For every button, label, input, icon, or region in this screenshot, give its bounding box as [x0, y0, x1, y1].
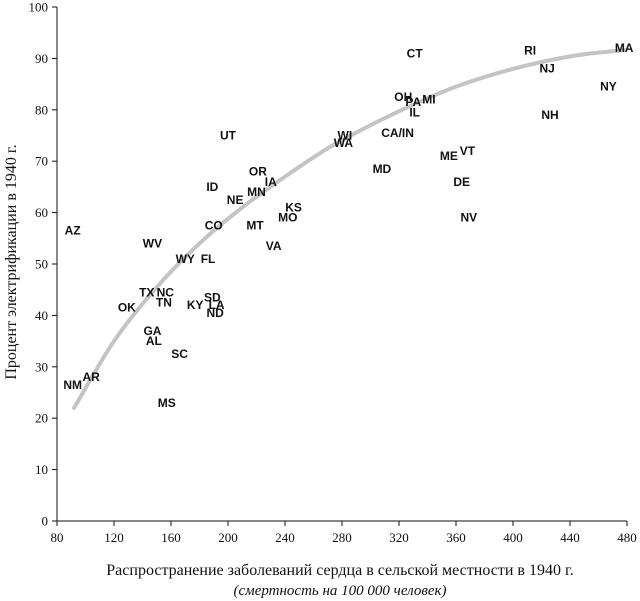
x-tick-label: 240 — [275, 530, 295, 545]
point-ia: IA — [265, 175, 277, 189]
y-tick-label: 30 — [35, 359, 48, 374]
x-axis-ticks: 80 120 160 200 240 280 320 360 400 440 480 — [51, 521, 637, 545]
point-or: OR — [249, 164, 267, 178]
point-id: ID — [206, 180, 218, 194]
point-oh: OH — [394, 90, 412, 104]
point-vt: VT — [460, 144, 476, 158]
trend-curve-layer — [72, 48, 627, 410]
point-ri: RI — [524, 44, 536, 58]
axes — [56, 7, 627, 522]
point-va: VA — [266, 239, 282, 253]
point-ct: CT — [407, 46, 424, 60]
point-ca-in: CA/IN — [381, 126, 414, 140]
point-wa: WA — [334, 136, 354, 150]
point-il: IL — [409, 105, 420, 119]
point-nj: NJ — [540, 62, 555, 76]
x-tick-label: 280 — [332, 530, 352, 545]
x-tick-label: 200 — [218, 530, 238, 545]
x-axis-subtitle: (смертность на 100 000 человек) — [233, 583, 446, 599]
point-mt: MT — [246, 218, 264, 232]
point-ut: UT — [220, 129, 237, 143]
y-tick-label: 40 — [35, 308, 48, 323]
point-sd: SD — [204, 290, 221, 304]
y-tick-label: 50 — [35, 257, 48, 272]
x-tick-label: 400 — [503, 530, 523, 545]
y-tick-label: 80 — [35, 102, 48, 117]
point-nv: NV — [460, 211, 477, 225]
x-tick-label: 80 — [51, 530, 64, 545]
point-nd: ND — [207, 306, 225, 320]
point-ma: MA — [615, 41, 634, 55]
point-fl: FL — [201, 252, 216, 266]
x-tick-label: 120 — [104, 530, 124, 545]
y-tick-label: 70 — [35, 154, 48, 169]
y-tick-label: 100 — [29, 0, 49, 15]
x-tick-label: 480 — [617, 530, 637, 545]
x-tick-label: 320 — [389, 530, 409, 545]
point-mn: MN — [247, 185, 266, 199]
point-tn: TN — [156, 296, 172, 310]
x-tick-label: 360 — [446, 530, 466, 545]
point-nm: NM — [63, 378, 82, 392]
y-axis-title: Процент электрификации в 1940 г. — [3, 144, 20, 379]
point-de: DE — [453, 175, 470, 189]
point-sc: SC — [171, 347, 188, 361]
point-nh: NH — [541, 108, 558, 122]
y-tick-label: 60 — [35, 205, 48, 220]
point-wy: WY — [176, 252, 195, 266]
point-ms: MS — [158, 396, 176, 410]
point-ar: AR — [83, 370, 101, 384]
point-tx: TX — [139, 285, 154, 299]
x-tick-label: 160 — [161, 530, 181, 545]
y-tick-label: 20 — [35, 411, 48, 426]
point-ne: NE — [227, 193, 244, 207]
point-az: AZ — [65, 224, 81, 238]
point-ga: GA — [143, 324, 161, 338]
point-co: CO — [205, 218, 223, 232]
point-ny: NY — [600, 80, 617, 94]
point-ky: KY — [187, 298, 204, 312]
point-ok: OK — [118, 301, 136, 315]
y-tick-label: 0 — [42, 514, 49, 529]
point-nc: NC — [157, 285, 175, 299]
point-al: AL — [146, 334, 162, 348]
x-tick-label: 440 — [560, 530, 580, 545]
point-mo: MO — [278, 211, 297, 225]
y-axis-ticks: 0 10 20 30 40 50 60 70 80 90 100 — [29, 0, 57, 529]
y-tick-label: 10 — [35, 462, 48, 477]
point-wv: WV — [143, 236, 162, 250]
point-pa: PA — [405, 95, 421, 109]
point-ks: KS — [285, 200, 302, 214]
point-mi: MI — [422, 93, 435, 107]
point-md: MD — [373, 162, 392, 176]
point-wi: WI — [338, 129, 353, 143]
x-axis-title: Распространение заболеваний сердца в сел… — [106, 562, 573, 579]
y-tick-label: 90 — [35, 51, 48, 66]
point-me: ME — [440, 149, 458, 163]
trend-curve — [72, 48, 627, 410]
point-la: LA — [209, 298, 225, 312]
